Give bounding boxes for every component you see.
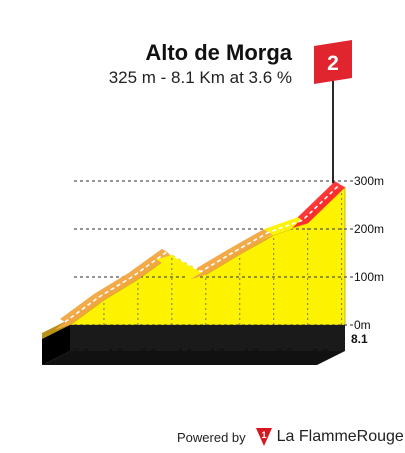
profile-top-surface bbox=[54, 300, 104, 330]
climb-stats: 325 m - 8.1 Km at 3.6 % bbox=[108, 68, 292, 87]
segment-gradient-label: 4.3 bbox=[107, 346, 124, 360]
summit-flag bbox=[314, 40, 352, 84]
flamme-rouge-logo-icon: 1 bbox=[255, 428, 272, 446]
km-label: 7 bbox=[292, 373, 299, 388]
profile-top-surface bbox=[122, 254, 172, 285]
segment-gradient-label: 4.0 bbox=[242, 346, 259, 360]
segment-gradient-label: 4.2 bbox=[208, 346, 225, 360]
profile-face bbox=[68, 186, 346, 326]
km-label: 2 bbox=[122, 373, 129, 388]
altitude-tick-label: 0m bbox=[354, 318, 371, 332]
profile-base-floor bbox=[42, 351, 345, 365]
km-label: 3 bbox=[156, 373, 163, 388]
profile-ridge-line bbox=[64, 183, 341, 323]
profile-top-surface bbox=[258, 223, 308, 240]
footer: Powered by 1 La FlammeRouge bbox=[177, 426, 404, 448]
segment-gradient-label: 2.5 bbox=[276, 346, 293, 360]
altitude-tick-label: 100m bbox=[354, 270, 384, 284]
altitude-tick-label: 200m bbox=[354, 222, 384, 236]
km-label: 5 bbox=[224, 373, 231, 388]
profile-top-surface bbox=[190, 254, 240, 280]
segment-gradient-label: 5.2 bbox=[73, 346, 90, 360]
km-label: 1 bbox=[88, 373, 95, 388]
profile-top-surface bbox=[156, 254, 206, 280]
segment-gradient-label: 5.1 bbox=[141, 346, 158, 360]
svg-text:1: 1 bbox=[261, 430, 266, 440]
profile-top-surface bbox=[224, 235, 274, 260]
powered-by-label: Powered by bbox=[177, 429, 246, 445]
segment-gradient-label: -4.1 bbox=[172, 346, 193, 360]
altitude-tick-label: 300m bbox=[354, 174, 384, 188]
category-label: 2 bbox=[327, 52, 339, 75]
segment-gradient-label: 6.9 bbox=[312, 346, 329, 360]
profile-base-band bbox=[70, 325, 345, 351]
brand-name: La FlammeRouge bbox=[276, 428, 404, 445]
elevation-profile-chart: 0m 100m 200m 300m 5.2 4.3 5.1 -4.1 4.2 4.0 2.5 6.9 1… bbox=[42, 40, 385, 388]
profile-top-strip bbox=[127, 248, 172, 280]
profile-top-surface bbox=[88, 279, 138, 305]
profile-base-corner bbox=[42, 325, 70, 365]
end-distance-label: 8.1 bbox=[351, 332, 368, 346]
km-label: 4 bbox=[190, 373, 198, 388]
climb-title: Alto de Morga bbox=[145, 40, 292, 65]
km-label: 6 bbox=[258, 373, 265, 388]
